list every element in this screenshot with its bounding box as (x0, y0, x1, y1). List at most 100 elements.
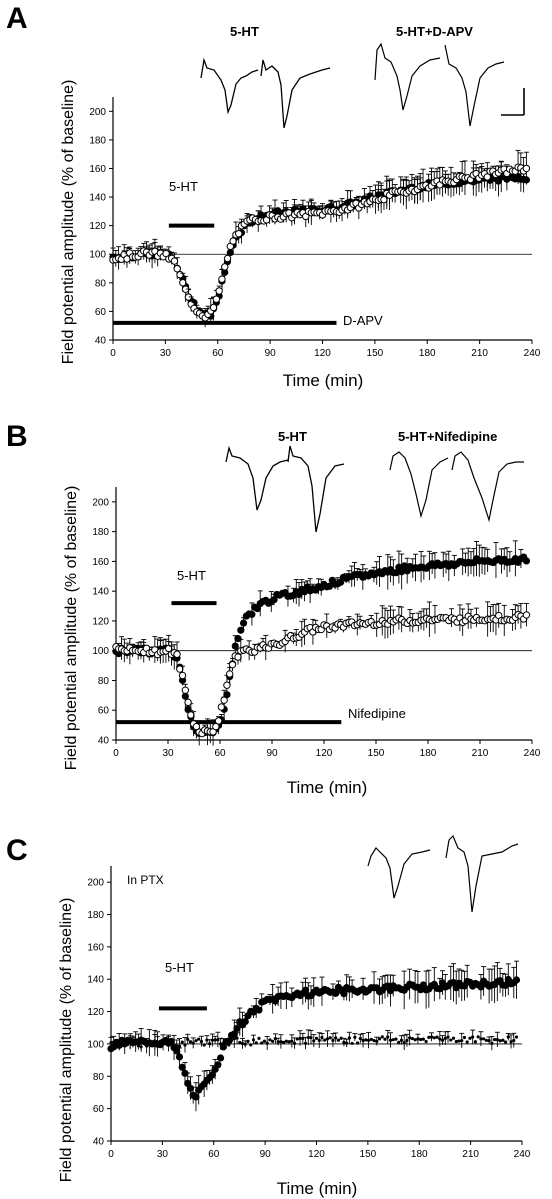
panel-c-data-point (328, 1036, 332, 1040)
panel-c-data-point (213, 1038, 217, 1042)
panel-c-data-point (257, 1036, 261, 1040)
panel-b-bar-label-drug: Nifedipine (348, 706, 406, 721)
panel-b-data-point (392, 569, 400, 577)
panel-c-data-point (125, 1042, 130, 1047)
panel-a-y-axis-title: Field potential amplitude (% of baseline… (60, 80, 77, 365)
panel-a-y-tick-label: 60 (95, 307, 107, 318)
panel-c-data-point (186, 1084, 195, 1092)
panel-c-note: In PTX (127, 873, 164, 887)
panel-b-x-tick-label: 150 (368, 748, 385, 759)
panel-b: B 5-HT 5-HT+Nifedipine Field potential a… (6, 420, 541, 797)
panel-c-data-point (214, 1061, 222, 1069)
panel-c-y-tick-label: 140 (87, 975, 104, 986)
panel-b-trace-2 (287, 445, 345, 533)
panel-c-data-point (232, 1037, 236, 1041)
panel-c-data-point (361, 1038, 365, 1043)
panel-a-x-tick-label: 60 (212, 348, 224, 359)
panel-c-data-point (462, 1035, 467, 1040)
panel-c-data-point (273, 1036, 277, 1041)
panel-b-data-point (217, 703, 226, 711)
panel-c-x-tick-label: 120 (308, 1149, 325, 1160)
panel-a-trace-label-5ht-dapv: 5-HT+D-APV (396, 24, 473, 39)
panel-c-data-point (180, 1040, 184, 1044)
panel-c-data-point (438, 1037, 442, 1041)
panel-c-data-point (229, 1038, 234, 1042)
panel-c-data-point (166, 1039, 171, 1043)
panel-c-data-point (312, 1039, 316, 1043)
panel-b-trace-3 (389, 451, 449, 519)
panel-c-data-point (109, 1041, 113, 1045)
panel-a-data-point (176, 271, 184, 279)
panel-c-data-point (471, 1035, 475, 1039)
panel-a-data-point (170, 257, 179, 265)
panel-b-trace-1 (225, 445, 289, 511)
panel-c-data-point (238, 1040, 242, 1045)
panel-a-x-tick-label: 90 (265, 348, 277, 359)
panel-c-data-point (332, 989, 340, 997)
panel-a-data-point (215, 287, 223, 295)
panel-c-data-point (451, 1036, 456, 1040)
panel-c-data-point (503, 1040, 508, 1044)
panel-c-x-tick-label: 90 (260, 1149, 272, 1160)
panel-c-data-point (339, 1036, 343, 1040)
panel-c-data-point (358, 1036, 362, 1041)
panel-c-data-point (482, 1037, 486, 1041)
panel-a-plot: 40 60 80 100 120 140 160 180 200 0 30 60 90 120 150 180… (89, 97, 541, 359)
panel-c-data-point (314, 1036, 319, 1040)
panel-c-data-point (484, 1038, 488, 1042)
panel-c-data-point (243, 1042, 247, 1046)
panel-c-data-point (178, 1063, 186, 1071)
panel-c-data-point (221, 1042, 225, 1046)
panel-c-y-tick-label: 200 (87, 878, 104, 889)
panel-b-x-tick-label: 90 (266, 748, 278, 759)
panel-c-data-point (217, 1054, 225, 1062)
panel-c-data-point (255, 1006, 263, 1014)
panel-c-data-point (487, 1039, 491, 1043)
panel-c-data-point (460, 1038, 464, 1043)
panel-c-x-tick-label: 0 (108, 1149, 114, 1160)
panel-c-data-point (506, 1035, 510, 1039)
panel-c-data-point (383, 1037, 387, 1041)
panel-c-data-point (224, 1041, 228, 1045)
panel-c-data-point (117, 1039, 121, 1043)
panel-c-data-point (177, 1044, 182, 1048)
panel-c: C In PTX Field potential amplitude (% of… (6, 834, 531, 1198)
panel-b-data-point (398, 568, 406, 576)
panel-c-data-point (199, 1039, 204, 1044)
panel-b-y-tick-label: 200 (92, 497, 109, 508)
panel-c-data-point (512, 976, 521, 984)
panel-a-y-tick-label: 180 (89, 135, 106, 146)
panel-a-x-tick-label: 240 (524, 348, 541, 359)
panel-c-data-point (150, 1042, 154, 1047)
panel-a-y-tick-label: 200 (89, 107, 106, 118)
panel-b-x-tick-label: 30 (162, 748, 174, 759)
panel-a-data-point (483, 173, 492, 181)
panel-c-bar-label-5ht: 5-HT (165, 960, 194, 975)
panel-b-y-tick-label: 60 (98, 706, 110, 717)
panel-b-data-point (231, 642, 239, 650)
panel-c-data-point (208, 1071, 216, 1079)
panel-c-data-point (210, 1038, 214, 1042)
panel-c-plot: 40 60 80 100 120 140 160 180 200 0 30 60 90 120 150 180… (87, 866, 531, 1160)
panel-c-y-tick-label: 120 (87, 1007, 104, 1018)
panel-c-data-point (512, 1038, 516, 1043)
panel-c-data-point (336, 1038, 341, 1042)
panel-c-y-axis-title: Field potential amplitude (% of baseline… (58, 898, 75, 1183)
panel-b-data-point (187, 711, 195, 719)
panel-b-data-point (522, 557, 531, 565)
panel-c-data-point (514, 1035, 519, 1039)
panel-c-data-point (155, 1040, 160, 1044)
panel-c-data-point (490, 1041, 494, 1045)
panel-c-data-point (408, 1036, 412, 1040)
panel-b-data-point (176, 665, 184, 673)
panel-c-data-point (325, 1037, 330, 1041)
panel-c-data-point (468, 1036, 472, 1040)
panel-c-data-point (192, 1093, 200, 1101)
panel-a-data-point (226, 248, 234, 257)
panel-c-data-point (292, 1041, 297, 1045)
panel-c-data-point (158, 1039, 162, 1043)
panel-b-x-tick-label: 0 (113, 748, 119, 759)
panel-c-data-point (128, 1040, 132, 1045)
panel-a-x-tick-label: 0 (110, 348, 116, 359)
panel-c-data-point (397, 1040, 401, 1044)
